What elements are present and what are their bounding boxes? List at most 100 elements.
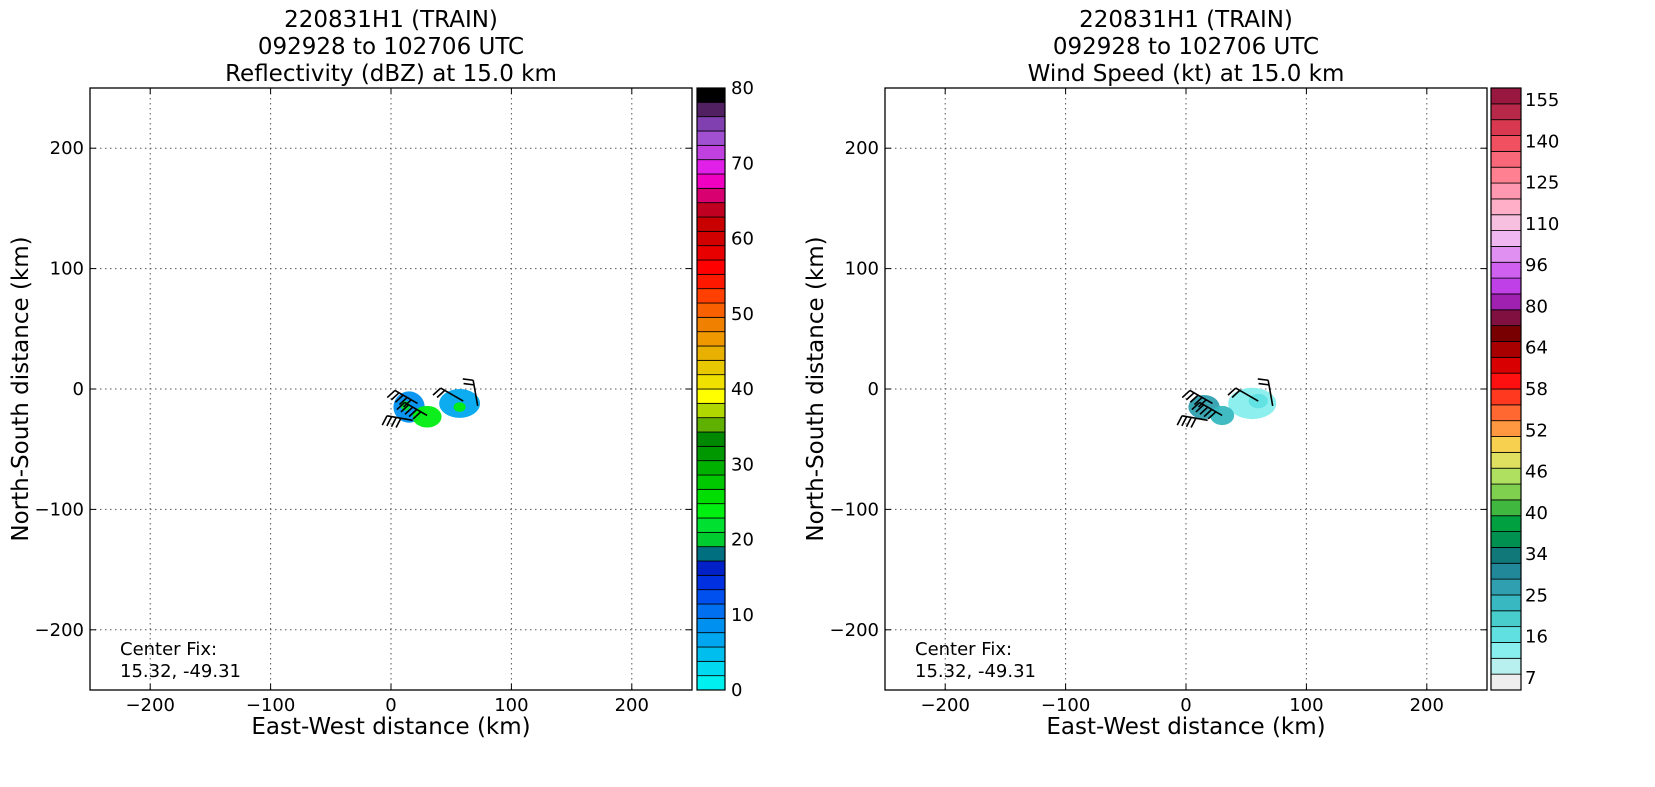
colorbar: 0 10 20 30 40 50 60 70 80 [696, 78, 754, 701]
colorbar-segment [696, 101, 726, 118]
colorbar-segment [696, 431, 726, 447]
wind-barb-flag [390, 392, 400, 401]
colorbar-segment [696, 288, 726, 304]
wind-barb-flag [1257, 378, 1269, 382]
wind-barb-flag [1185, 417, 1192, 428]
colorbar-segment [696, 316, 726, 333]
wind-barb-flag [1203, 408, 1213, 418]
colorbar-tick-label: 60 [731, 229, 754, 250]
colorbar-tick-label: 25 [1525, 585, 1548, 606]
wind-barb-flag [386, 389, 396, 399]
y-axis-label: North-South distance (km) [8, 236, 34, 541]
chart-panel-1: 220831H1 (TRAIN)092928 to 102706 UTCRefl… [8, 7, 754, 740]
chart-title-line: 220831H1 (TRAIN) [1079, 7, 1293, 33]
y-tick-label: −200 [830, 620, 879, 641]
colorbar-tick-label: 70 [731, 153, 754, 174]
colorbar-segment [1490, 483, 1522, 501]
colorbar-segment [1490, 135, 1522, 152]
y-tick-label: 200 [845, 138, 879, 159]
colorbar-segment [696, 273, 726, 290]
colorbar-tick-label: 50 [731, 304, 754, 325]
x-tick-label: 0 [1180, 695, 1191, 716]
colorbar-segment [696, 388, 726, 404]
colorbar-tick-label: 34 [1525, 544, 1548, 565]
wind-barb-flag [396, 401, 406, 411]
wind-barb-flag [1231, 389, 1241, 399]
y-tick-label: 200 [50, 138, 84, 159]
wind-barb-flag [463, 382, 475, 386]
colorbar-tick-label: 96 [1525, 255, 1548, 276]
center-fix-annotation: Center Fix: [120, 639, 217, 660]
wind-barb-flag [394, 394, 404, 403]
colorbar-segment [696, 660, 726, 677]
y-tick-label: −100 [35, 499, 84, 520]
colorbar-segment [696, 116, 726, 132]
y-tick-label: −100 [830, 499, 879, 520]
colorbar-segment [1490, 388, 1522, 406]
colorbar-segment [1490, 420, 1522, 437]
chart-title-line: Wind Speed (kt) at 15.0 km [1028, 61, 1345, 87]
colorbar-segment [1490, 372, 1522, 390]
colorbar-segment [1490, 404, 1522, 422]
wind-barb [1227, 387, 1259, 402]
colorbar-segment [696, 259, 726, 275]
colorbar-segment [1490, 578, 1522, 596]
wind-barb-flag [1190, 417, 1197, 428]
colorbar-segment [1490, 594, 1522, 612]
colorbar-tick-label: 7 [1525, 668, 1536, 689]
chart-title-line: 092928 to 102706 UTC [1053, 34, 1319, 60]
colorbar-segment [1490, 309, 1522, 327]
y-tick-label: 0 [868, 379, 879, 400]
colorbar-segment [1490, 261, 1522, 279]
colorbar-segment [696, 488, 726, 505]
colorbar-segment [1490, 547, 1522, 564]
colorbar-segment [696, 374, 726, 390]
colorbar-tick-label: 16 [1525, 627, 1548, 648]
colorbar-frame [1490, 87, 1522, 691]
colorbar-segment [696, 187, 726, 204]
colorbar-segment [1490, 230, 1522, 247]
colorbar-segment [1490, 293, 1522, 311]
wind-barb-flag [1181, 416, 1188, 427]
colorbar-segment [696, 402, 726, 419]
colorbar-segment [696, 216, 726, 232]
colorbar-segment [1490, 277, 1522, 295]
colorbar-segment [1490, 515, 1522, 532]
colorbar-tick-label: 80 [731, 78, 754, 99]
colorbar-segment [1490, 246, 1522, 263]
colorbar-segment [696, 144, 726, 161]
wind-barb [1176, 415, 1208, 428]
colorbar-tick-label: 140 [1525, 131, 1559, 152]
colorbar-segment [1490, 626, 1522, 643]
wind-barb-flag [1195, 404, 1205, 413]
chart-title-line: 092928 to 102706 UTC [258, 34, 524, 60]
wind-barb-flag [1185, 392, 1195, 401]
colorbar-segment [696, 603, 726, 619]
colorbar-segment [696, 560, 726, 576]
center-fix-annotation: Center Fix: [915, 639, 1012, 660]
colorbar-tick-label: 30 [731, 454, 754, 475]
field-blob [453, 402, 466, 412]
wind-barb [462, 378, 479, 406]
wind-barb-flag [462, 378, 474, 382]
colorbar-segment [696, 589, 726, 605]
colorbar-segment [696, 417, 726, 433]
colorbar-segment [1490, 182, 1522, 200]
wind-barb-flag [432, 387, 442, 396]
colorbar-segment [696, 331, 726, 347]
colorbar-segment [696, 230, 726, 247]
y-tick-label: 0 [73, 379, 84, 400]
colorbar-segment [1490, 87, 1522, 105]
wind-barb-flag [1193, 396, 1203, 406]
colorbar-segment [1490, 610, 1522, 628]
wind-barb-flag [404, 406, 414, 415]
colorbar-segment [696, 359, 726, 376]
colorbar-segment [1490, 467, 1522, 485]
wind-barb [396, 401, 428, 420]
wind-barb-flag [390, 417, 397, 428]
x-tick-label: −200 [125, 695, 174, 716]
colorbar-segment [1490, 562, 1522, 580]
x-tick-label: 0 [385, 695, 396, 716]
colorbar-segment [696, 245, 726, 261]
